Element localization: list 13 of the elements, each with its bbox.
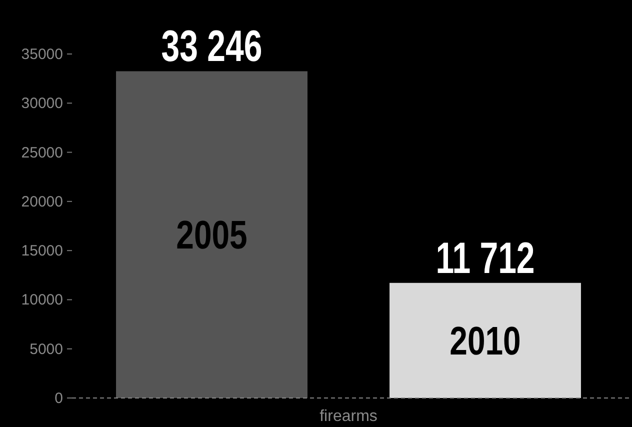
y-tick-label: 15000: [21, 242, 63, 260]
series-label: 2010: [450, 318, 521, 364]
x-tick-label: firearms: [320, 408, 378, 425]
y-tick-label: 30000: [21, 95, 63, 112]
y-tick-label: 35000: [21, 46, 63, 63]
data-label: 33 246: [161, 22, 262, 72]
data-label: 11 712: [436, 234, 535, 284]
y-tick-label: 5000: [30, 340, 63, 358]
y-tick-label: 0: [54, 390, 63, 407]
y-tick-label: 10000: [21, 292, 63, 309]
series-label: 2005: [176, 212, 248, 258]
y-tick-label: 20000: [21, 193, 63, 210]
y-tick-label: 25000: [21, 144, 63, 162]
